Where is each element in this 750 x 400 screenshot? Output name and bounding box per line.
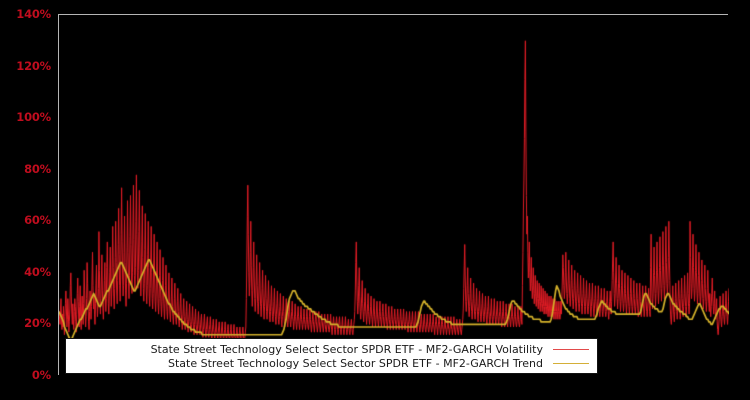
y-axis-tick-label: 80%: [24, 161, 51, 176]
legend-item-label: State Street Technology Select Sector SP…: [150, 342, 543, 356]
y-axis-tick-label: 40%: [24, 264, 51, 279]
chart-plot-canvas: [59, 15, 729, 376]
y-axis: 140% 120% 100% 80% 60% 40% 20% 0%: [0, 0, 58, 400]
y-axis-tick-label: 140%: [16, 7, 51, 21]
y-axis-tick-label: 60%: [24, 213, 51, 228]
y-axis-tick-label: 20%: [24, 316, 51, 331]
chart-legend: State Street Technology Select Sector SP…: [65, 338, 598, 374]
plot-area: [58, 14, 729, 376]
y-axis-tick-label: 120%: [16, 58, 51, 73]
legend-item-trend: State Street Technology Select Sector SP…: [72, 356, 591, 370]
legend-item-volatility: State Street Technology Select Sector SP…: [72, 342, 591, 356]
trend-line-swatch-icon: [553, 362, 589, 364]
y-axis-tick-label: 100%: [16, 110, 51, 125]
y-axis-tick-label: 0%: [31, 368, 51, 382]
legend-item-label: State Street Technology Select Sector SP…: [167, 356, 543, 370]
volatility-line-swatch-icon: [553, 348, 589, 350]
